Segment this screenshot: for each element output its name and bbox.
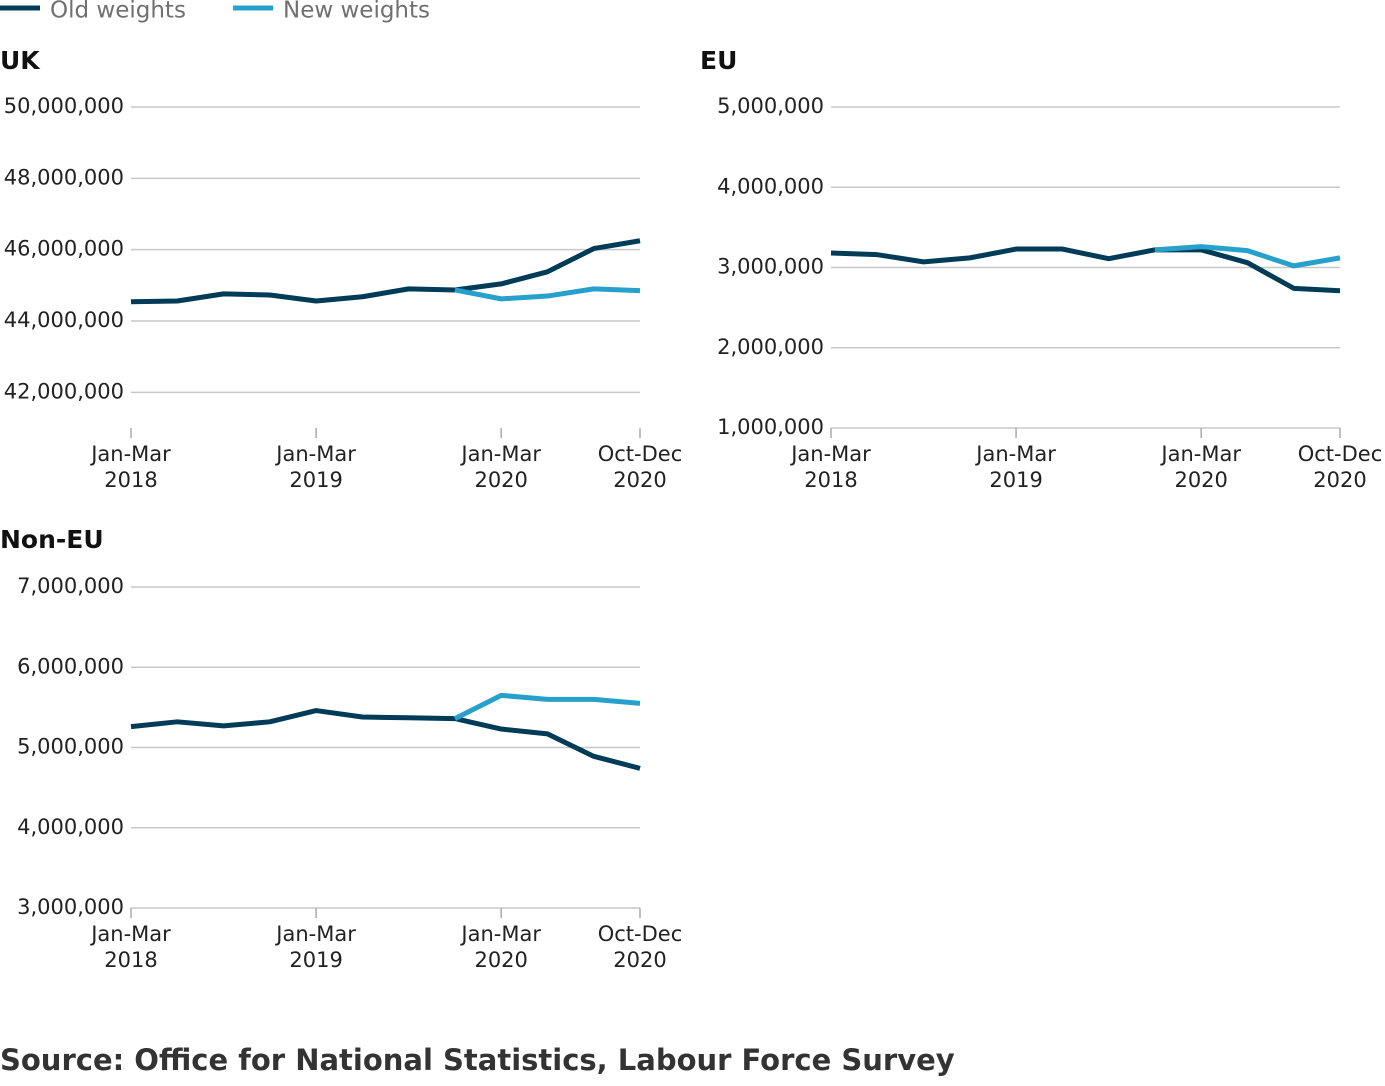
series-line (1154, 244, 1341, 269)
panel: Non-EU 3,000,000 4,000,000 5,000,000 6,000,0… (0, 525, 682, 972)
y-tick-label: 42,000,000 (4, 379, 124, 403)
y-tick-label: 50,000,000 (4, 94, 124, 118)
x-tick-label: Jan-Mar 2018 (89, 922, 171, 972)
legend-label: New weights (283, 0, 430, 24)
y-tick-label: 7,000,000 (17, 574, 124, 598)
y-tick-label: 46,000,000 (4, 237, 124, 261)
x-tick-label: Jan-Mar 2020 (1159, 442, 1241, 492)
panel: EU 1,000,000 2,000,000 3,000,000 4,000,000 5,… (700, 46, 1382, 492)
series-line (830, 246, 1341, 294)
x-tick-label: Oct-Dec 2020 (1298, 442, 1383, 492)
legend-label: Old weights (50, 0, 186, 24)
x-tick-label: Jan-Mar 2020 (459, 922, 541, 972)
y-tick-label: 4,000,000 (717, 174, 824, 198)
panel-title: UK (0, 46, 41, 75)
x-tick-label: Oct-Dec 2020 (598, 922, 683, 972)
legend-item: New weights (233, 0, 430, 24)
series-line (130, 708, 641, 771)
y-tick-label: 5,000,000 (17, 735, 124, 759)
x-tick-label: Jan-Mar 2018 (789, 442, 871, 492)
x-tick-label: Jan-Mar 2019 (274, 922, 356, 972)
panel: UK 42,000,000 44,000,000 46,000,000 48,000,0… (0, 46, 682, 492)
legend-item: Old weights (0, 0, 186, 24)
x-tick-label: Oct-Dec 2020 (598, 442, 683, 492)
y-tick-label: 1,000,000 (717, 415, 824, 439)
y-tick-label: 44,000,000 (4, 308, 124, 332)
y-tick-label: 2,000,000 (717, 335, 824, 359)
y-tick-label: 48,000,000 (4, 165, 124, 189)
x-tick-label: Jan-Mar 2019 (974, 442, 1056, 492)
panel-title: EU (700, 46, 737, 75)
source: Source: Office for National Statistics, … (0, 1043, 955, 1077)
series-line (454, 286, 641, 302)
x-tick-label: Jan-Mar 2019 (274, 442, 356, 492)
y-tick-label: 5,000,000 (717, 94, 824, 118)
series-line (453, 692, 641, 721)
y-tick-label: 3,000,000 (717, 255, 824, 279)
panel-title: Non-EU (0, 525, 104, 554)
y-tick-label: 6,000,000 (17, 654, 124, 678)
y-tick-label: 3,000,000 (17, 895, 124, 919)
series-line (130, 238, 641, 305)
x-tick-label: Jan-Mar 2018 (89, 442, 171, 492)
y-tick-label: 4,000,000 (17, 815, 124, 839)
x-tick-label: Jan-Mar 2020 (459, 442, 541, 492)
